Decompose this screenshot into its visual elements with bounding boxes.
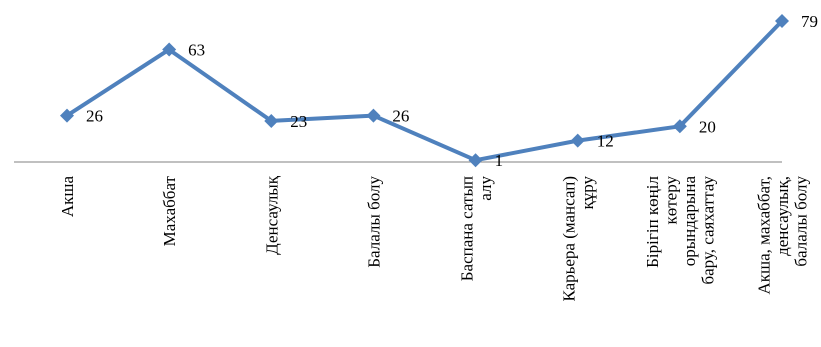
category-label-line: Балалы болу xyxy=(364,176,383,268)
category-label: Балалы болу xyxy=(364,176,383,268)
data-label: 1 xyxy=(495,151,504,170)
category-label-line: денсаулық, xyxy=(773,176,792,256)
category-label: Карьера (мансап)құру xyxy=(560,176,598,302)
data-label: 20 xyxy=(699,117,716,136)
category-label-line: алу xyxy=(476,176,495,201)
data-point-marker xyxy=(775,14,789,28)
category-label: Махаббат xyxy=(160,175,179,246)
category-label-line: Махаббат xyxy=(160,175,179,246)
x-axis-tick-labels: Акша Махаббат Денсаулық Балалы болу Баспана … xyxy=(58,175,811,301)
data-point-marker xyxy=(468,153,483,168)
category-label-line: Денсаулық xyxy=(262,175,281,255)
category-label: Акша xyxy=(58,176,77,218)
data-markers xyxy=(60,14,789,168)
category-label-line: Карьера (мансап) xyxy=(560,176,579,302)
data-point-marker xyxy=(366,108,381,123)
data-label: 23 xyxy=(290,112,307,131)
category-label-line: Бірігіп көңіл xyxy=(643,175,662,267)
data-point-marker xyxy=(162,42,177,57)
category-label-line: Баспана сатып xyxy=(457,176,476,281)
category-label: Бірігіп көңілкөтеруорындарынабару, саяха… xyxy=(643,175,718,284)
data-label: 12 xyxy=(597,132,614,151)
category-label-line: көтеру xyxy=(662,176,681,225)
data-label: 26 xyxy=(392,107,409,126)
data-labels: 26 63 23 26 1 12 20 79 xyxy=(86,12,818,170)
data-label: 79 xyxy=(801,12,818,31)
data-point-marker xyxy=(570,133,585,148)
category-label-line: Акша, махаббат, xyxy=(755,176,774,295)
data-label: 26 xyxy=(86,107,103,126)
category-label: Акша, махаббат,денсаулық,балалы болу xyxy=(755,176,811,295)
series-line xyxy=(65,19,784,163)
data-point-marker xyxy=(264,113,279,128)
category-label-line: құру xyxy=(578,176,597,210)
category-label-line: орындарына xyxy=(680,176,699,267)
category-label: Денсаулық xyxy=(262,175,281,255)
data-label: 63 xyxy=(188,41,205,60)
category-label-line: бару, саяхаттау xyxy=(699,176,718,285)
data-point-marker xyxy=(672,119,687,134)
data-point-marker xyxy=(60,108,74,123)
category-label-line: балалы болу xyxy=(792,176,811,267)
category-label-line: Акша xyxy=(58,176,77,218)
category-label: Баспана сатыпалу xyxy=(457,176,495,282)
